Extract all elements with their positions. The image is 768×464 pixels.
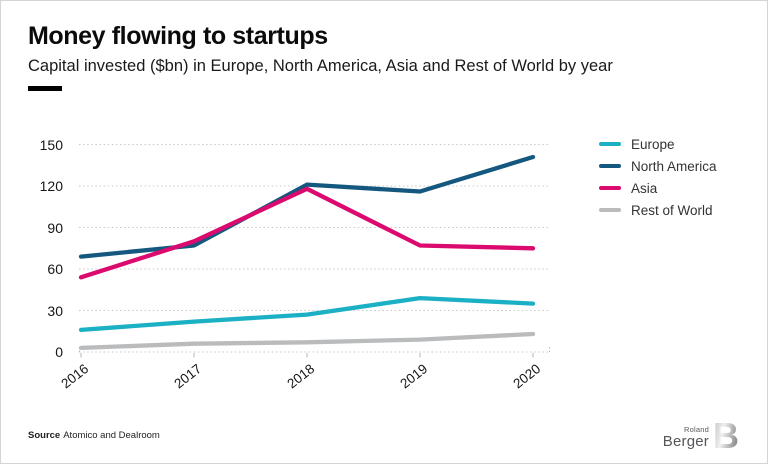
legend-item-rest-of-world: Rest of World bbox=[599, 199, 717, 221]
legend-item-asia: Asia bbox=[599, 177, 717, 199]
source-text: Atomico and Dealroom bbox=[63, 430, 160, 441]
legend-swatch-icon bbox=[599, 141, 621, 147]
y-tick-label: 90 bbox=[47, 219, 63, 236]
y-tick-label: 60 bbox=[47, 261, 63, 277]
chart-legend: Europe North America Asia Rest of World bbox=[599, 133, 717, 221]
legend-swatch-icon bbox=[599, 207, 621, 213]
y-tick-label: 150 bbox=[39, 136, 63, 153]
legend-label: Rest of World bbox=[631, 202, 713, 218]
line-north-america bbox=[78, 154, 536, 259]
y-tick-label: 30 bbox=[47, 302, 63, 319]
page-subtitle: Capital invested ($bn) in Europe, North … bbox=[28, 57, 613, 75]
roland-berger-b-icon: B bbox=[713, 417, 739, 451]
legend-label: Europe bbox=[631, 136, 675, 152]
line-rest-of-world bbox=[78, 331, 536, 351]
y-tick-label: 0 bbox=[55, 344, 63, 360]
line-europe bbox=[78, 295, 536, 333]
logo-text-roland: Roland bbox=[684, 424, 709, 434]
page-title: Money flowing to startups bbox=[28, 22, 328, 50]
legend-swatch-icon bbox=[599, 185, 621, 191]
line-asia bbox=[78, 186, 536, 280]
legend-label: North America bbox=[631, 158, 717, 174]
logo-text-berger: Berger bbox=[662, 433, 709, 450]
title-underline-dash bbox=[28, 86, 62, 91]
legend-item-north-america: North America bbox=[599, 155, 717, 177]
roland-berger-logo: Roland Berger B bbox=[663, 417, 739, 451]
legend-item-europe: Europe bbox=[599, 133, 717, 155]
source-note: Source Atomico and Dealroom bbox=[28, 430, 160, 441]
svg-text:B: B bbox=[713, 417, 739, 451]
legend-label: Asia bbox=[631, 180, 658, 196]
source-label: Source bbox=[28, 430, 61, 441]
y-tick-label: 120 bbox=[39, 178, 63, 194]
logo-wordmark: Roland Berger bbox=[662, 424, 709, 452]
legend-swatch-icon bbox=[599, 163, 621, 169]
